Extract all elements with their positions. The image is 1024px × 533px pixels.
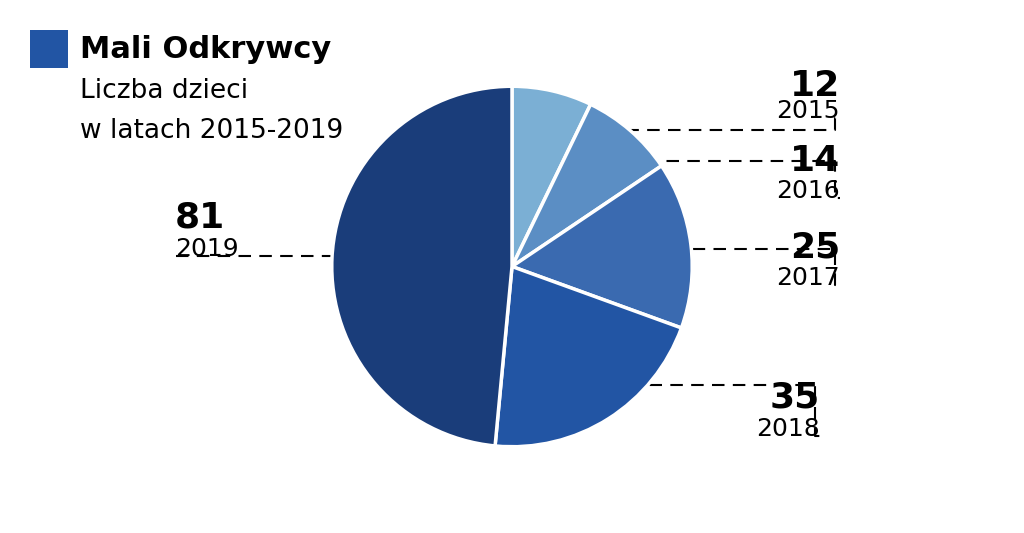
Wedge shape <box>512 104 662 266</box>
Text: Liczba dzieci: Liczba dzieci <box>80 78 248 104</box>
Text: 2018: 2018 <box>757 417 820 441</box>
Text: Mali Odkrywcy: Mali Odkrywcy <box>80 35 331 63</box>
Wedge shape <box>332 86 512 446</box>
Text: 14: 14 <box>790 144 840 178</box>
Text: 2016: 2016 <box>776 179 840 203</box>
Text: 2019: 2019 <box>175 237 239 261</box>
FancyBboxPatch shape <box>30 30 68 68</box>
Text: 81: 81 <box>175 201 225 235</box>
Text: 25: 25 <box>790 231 840 265</box>
Text: 2015: 2015 <box>776 99 840 123</box>
Wedge shape <box>512 166 692 328</box>
Text: 12: 12 <box>790 69 840 103</box>
Text: 35: 35 <box>770 381 820 415</box>
Text: 2017: 2017 <box>776 266 840 290</box>
Text: w latach 2015-2019: w latach 2015-2019 <box>80 118 343 144</box>
Wedge shape <box>495 266 681 447</box>
Wedge shape <box>512 86 591 266</box>
